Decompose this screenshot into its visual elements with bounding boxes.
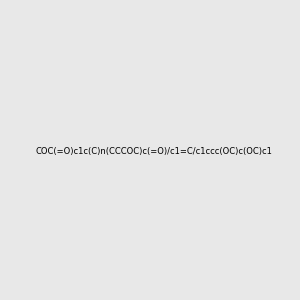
Text: COC(=O)c1c(C)n(CCCOC)c(=O)/c1=C/c1ccc(OC)c(OC)c1: COC(=O)c1c(C)n(CCCOC)c(=O)/c1=C/c1ccc(OC…	[35, 147, 272, 156]
